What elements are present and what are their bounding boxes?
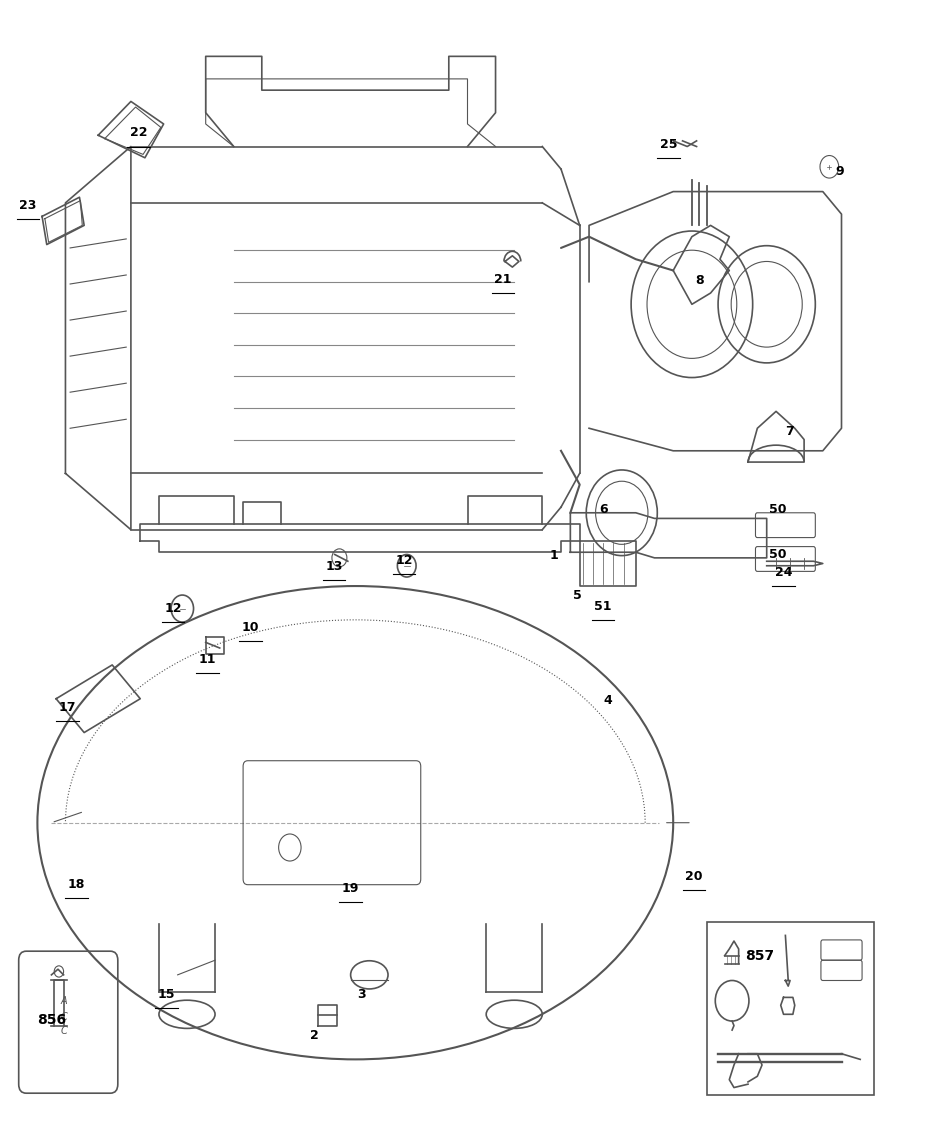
- Text: 8: 8: [695, 274, 704, 287]
- Text: 10: 10: [242, 621, 259, 635]
- Text: 5: 5: [573, 588, 583, 602]
- Text: 50: 50: [770, 548, 786, 561]
- Text: 1: 1: [549, 549, 558, 562]
- Text: 21: 21: [495, 273, 511, 286]
- Text: A: A: [60, 996, 67, 1005]
- Text: 15: 15: [158, 987, 175, 1001]
- Text: 12: 12: [165, 602, 181, 615]
- Text: 11: 11: [199, 653, 216, 666]
- Text: 7: 7: [784, 425, 794, 438]
- Text: 9: 9: [835, 165, 844, 178]
- Text: 4: 4: [603, 694, 612, 708]
- Text: 2: 2: [309, 1029, 319, 1042]
- Text: 24: 24: [775, 566, 792, 579]
- Text: C: C: [60, 1027, 67, 1036]
- Text: 3: 3: [357, 987, 367, 1001]
- Text: 857: 857: [744, 949, 774, 962]
- Text: 12: 12: [396, 553, 412, 567]
- Text: 22: 22: [130, 126, 147, 140]
- Text: 19: 19: [342, 881, 359, 895]
- Text: 20: 20: [685, 870, 702, 884]
- Text: 23: 23: [20, 198, 36, 212]
- Text: 18: 18: [68, 878, 85, 891]
- Text: C: C: [60, 1012, 67, 1021]
- Text: 51: 51: [595, 600, 611, 613]
- Text: 17: 17: [59, 701, 76, 715]
- Text: 25: 25: [660, 137, 677, 151]
- Text: 856: 856: [36, 1013, 66, 1027]
- Text: 50: 50: [770, 503, 786, 516]
- Text: 6: 6: [598, 503, 608, 516]
- Text: 13: 13: [325, 560, 342, 574]
